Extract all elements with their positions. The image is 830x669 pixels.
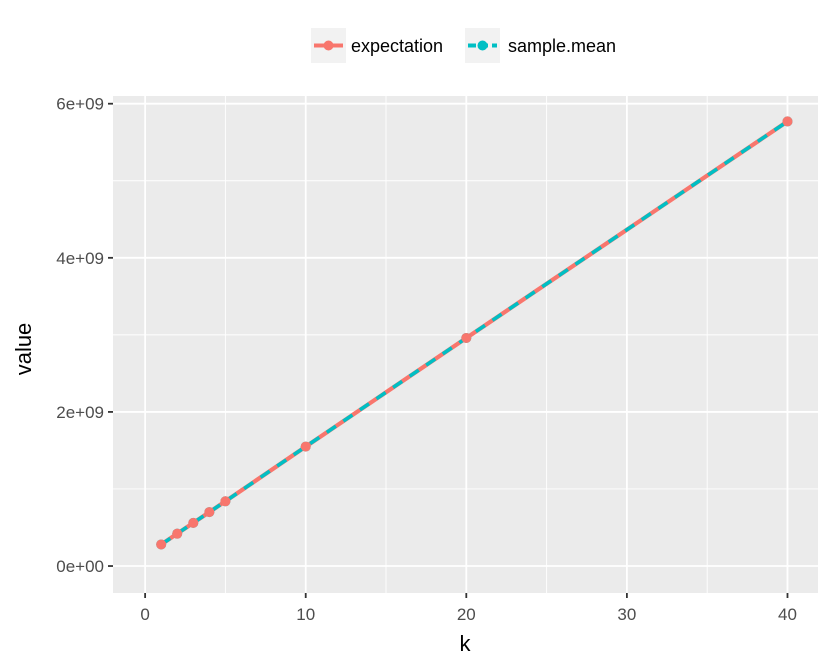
data-point-expectation <box>220 496 231 507</box>
y-tick-label: 4e+09 <box>56 249 104 268</box>
legend-marker-sample-mean <box>477 40 488 51</box>
y-tick-label: 0e+00 <box>56 557 104 576</box>
data-point-expectation <box>300 441 311 452</box>
legend-label-expectation: expectation <box>351 36 443 56</box>
legend-label-sample-mean: sample.mean <box>508 36 616 56</box>
x-axis-title: k <box>460 631 472 656</box>
data-point-expectation <box>172 528 183 539</box>
data-point-expectation <box>782 116 793 127</box>
series-layer <box>156 116 793 550</box>
legend-marker-expectation <box>323 40 334 51</box>
y-tick-label: 2e+09 <box>56 403 104 422</box>
y-axis-title: value <box>11 323 36 376</box>
x-tick-label: 40 <box>778 605 797 624</box>
data-point-expectation <box>204 507 215 518</box>
legend: expectation sample.mean <box>311 28 616 63</box>
x-tick-label: 10 <box>296 605 315 624</box>
x-tick-label: 20 <box>457 605 476 624</box>
y-tick-label: 6e+09 <box>56 95 104 114</box>
x-tick-label: 0 <box>140 605 149 624</box>
data-point-expectation <box>156 539 167 550</box>
data-point-expectation <box>188 517 199 528</box>
x-tick-label: 30 <box>617 605 636 624</box>
major-gridlines <box>113 96 818 593</box>
axes: 0 10 20 30 40 0e+00 2e+09 4e+09 6e+09 <box>56 95 797 624</box>
data-point-expectation <box>461 332 472 343</box>
